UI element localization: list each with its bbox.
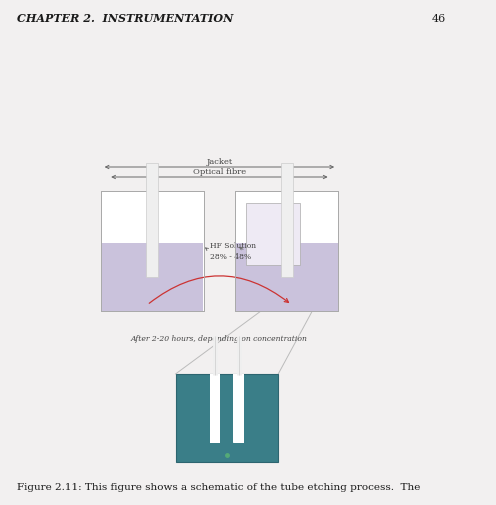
Bar (235, 191, 338, 312)
Text: Jacket: Jacket (206, 158, 233, 166)
Bar (176, 374, 278, 462)
Bar (210, 374, 220, 443)
Text: After 2-20 hours, depending on concentration: After 2-20 hours, depending on concentra… (131, 334, 308, 342)
Bar (101, 191, 203, 312)
Bar (247, 204, 300, 266)
Bar (101, 243, 203, 312)
Text: 46: 46 (432, 14, 446, 24)
Bar (235, 191, 338, 312)
Bar (101, 191, 203, 312)
Text: Optical fibre: Optical fibre (193, 168, 246, 176)
Text: HF Solution
28% - 48%: HF Solution 28% - 48% (210, 242, 256, 260)
Bar (146, 164, 158, 278)
Text: CHAPTER 2.  INSTRUMENTATION: CHAPTER 2. INSTRUMENTATION (17, 13, 233, 24)
Bar (281, 164, 293, 278)
Bar (234, 374, 244, 443)
Bar (236, 243, 337, 312)
Text: Figure 2.11: This figure shows a schematic of the tube etching process.  The: Figure 2.11: This figure shows a schemat… (17, 482, 420, 491)
Polygon shape (220, 443, 234, 453)
